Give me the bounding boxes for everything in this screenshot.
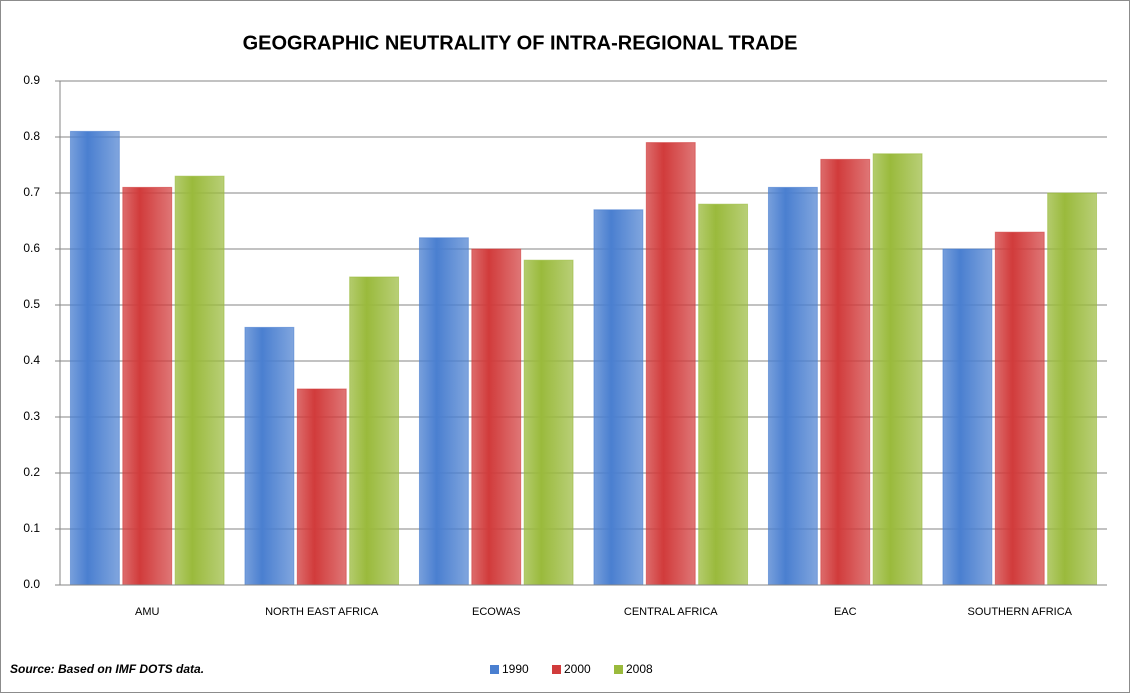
legend-swatch [490, 665, 499, 674]
bar [820, 158, 871, 586]
y-tick-label: 0.3 [23, 409, 40, 423]
legend-label: 2008 [626, 662, 653, 676]
y-tick-label: 0.7 [23, 185, 40, 199]
y-tick-label: 0.1 [23, 521, 40, 535]
y-tick-label: 0.4 [23, 353, 40, 367]
bar [122, 186, 173, 586]
x-tick-label: NORTH EAST AFRICA [265, 606, 379, 618]
x-tick-label: AMU [135, 606, 160, 618]
y-tick-label: 0.0 [23, 577, 40, 591]
bar [593, 209, 644, 586]
bar [698, 203, 749, 586]
legend-swatch [552, 665, 561, 674]
bar [994, 231, 1045, 586]
bar [645, 142, 696, 586]
y-tick-label: 0.2 [23, 465, 40, 479]
bar [767, 186, 818, 586]
y-tick-label: 0.9 [23, 73, 40, 87]
bar [1047, 192, 1098, 586]
chart-title: GEOGRAPHIC NEUTRALITY OF INTRA-REGIONAL … [243, 32, 798, 54]
legend-label: 1990 [502, 662, 529, 676]
legend-label: 2000 [564, 662, 591, 676]
bar [872, 153, 923, 586]
bar [523, 259, 574, 586]
bar [69, 130, 120, 586]
y-tick-label: 0.6 [23, 241, 40, 255]
source-note: Source: Based on IMF DOTS data. [10, 662, 204, 676]
x-tick-label: EAC [834, 606, 857, 618]
x-tick-label: CENTRAL AFRICA [624, 606, 718, 618]
bar [942, 248, 993, 586]
y-tick-label: 0.5 [23, 297, 40, 311]
bar [349, 276, 400, 586]
legend-swatch [614, 665, 623, 674]
bar [471, 248, 522, 586]
bar [296, 388, 347, 586]
bar [244, 326, 295, 586]
y-tick-label: 0.8 [23, 129, 40, 143]
x-tick-label: SOUTHERN AFRICA [967, 606, 1072, 618]
bar [418, 237, 469, 586]
x-tick-label: ECOWAS [472, 606, 521, 618]
bar [174, 175, 225, 586]
